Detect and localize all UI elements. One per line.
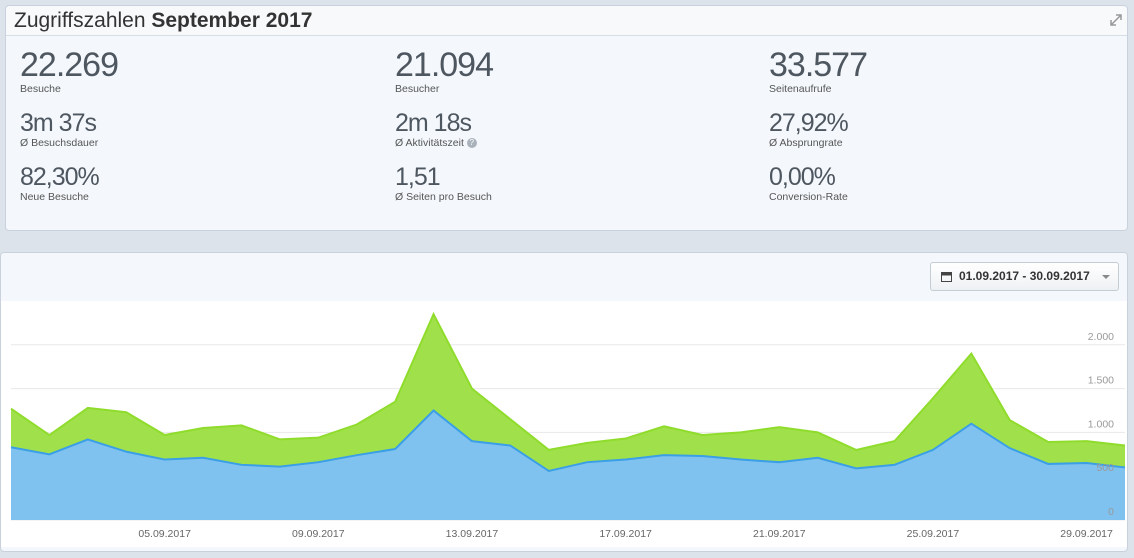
x-tick-label: 25.09.2017 xyxy=(907,528,960,540)
stat: 22.269 Besuche xyxy=(20,46,119,95)
stat-label: Besucher xyxy=(395,83,440,95)
stat-value: 0,00% xyxy=(769,163,836,191)
stat-label: Neue Besuche xyxy=(20,191,89,203)
stat-label: Ø Absprungrate xyxy=(769,137,843,149)
y-tick-label: 0 xyxy=(1108,506,1114,518)
stat-value: 2m 18s xyxy=(395,109,472,137)
x-tick-label: 29.09.2017 xyxy=(1060,528,1113,540)
stat-label-wrap: Ø Aktivitätszeit ? xyxy=(395,137,477,149)
line xyxy=(10,311,1126,451)
chart-panel: 01.09.2017 - 30.09.2017 0 500 1.000 1.500 2.… xyxy=(0,252,1128,552)
stat: 1,51 Ø Seiten pro Besuch xyxy=(395,164,492,203)
title: Zugriffszahlen xyxy=(14,9,146,32)
y-tick-label: 500 xyxy=(1096,462,1114,474)
stat-label: Conversion-Rate xyxy=(769,191,848,203)
stat: 82,30% Neue Besuche xyxy=(20,163,100,203)
panel-header: Zugriffszahlen September 2017 xyxy=(6,6,1127,36)
chart: 0 500 1.000 1.500 2.000 05.09.2017 09.09.2017 1… xyxy=(1,301,1127,547)
stat: 0,00% Conversion-Rate xyxy=(769,164,848,203)
y-tick-label: 2.000 xyxy=(1088,331,1114,343)
stat-value: 22.269 xyxy=(20,46,119,84)
panel-title: Zugriffszahlen September 2017 xyxy=(14,9,312,33)
stat: 21.094 Besucher xyxy=(395,46,494,95)
stat: 27,92% Ø Absprungrate xyxy=(769,109,849,149)
x-tick-label: 21.09.2017 xyxy=(753,528,806,540)
stat-value: 3m 37s xyxy=(20,109,97,137)
stat-value: 1,51 xyxy=(395,163,441,191)
y-tick-label: 1.000 xyxy=(1088,418,1114,430)
stat-value: 33.577 xyxy=(769,46,868,84)
line xyxy=(10,409,1126,473)
stat: 2m 18s Ø Aktivitätszeit ? xyxy=(395,110,477,149)
stat-label: Ø Besuchsdauer xyxy=(20,137,99,149)
calendar-icon xyxy=(941,272,952,282)
stats-panel: Zugriffszahlen September 2017 22.269 Besu… xyxy=(5,5,1128,231)
y-tick-label: 1.500 xyxy=(1088,375,1114,387)
stat-label: Seitenaufrufe xyxy=(769,83,832,95)
area xyxy=(11,410,1125,520)
date-range-button[interactable]: 01.09.2017 - 30.09.2017 xyxy=(930,262,1119,291)
help-icon[interactable]: ? xyxy=(466,138,477,149)
stat: 33.577 Seitenaufrufe xyxy=(769,46,868,95)
stat-value: 82,30% xyxy=(20,163,100,191)
x-tick-label: 17.09.2017 xyxy=(599,528,652,540)
stat-label: Ø Aktivitätszeit xyxy=(395,137,464,149)
date-range: 01.09.2017 - 30.09.2017 xyxy=(959,269,1090,283)
x-tick-label: 05.09.2017 xyxy=(138,528,191,540)
stat-value: 27,92% xyxy=(769,109,849,137)
expand-icon[interactable] xyxy=(1110,14,1122,26)
x-tick-label: 09.09.2017 xyxy=(292,528,345,540)
stat: 3m 37s Ø Besuchsdauer xyxy=(20,110,98,149)
stat-label: Besuche xyxy=(20,83,61,95)
stat-value: 21.094 xyxy=(395,46,494,84)
title-bold: September 2017 xyxy=(151,9,313,32)
stat-label: Ø Seiten pro Besuch xyxy=(395,191,492,203)
x-tick-label: 13.09.2017 xyxy=(446,528,499,540)
caret xyxy=(1102,275,1110,279)
